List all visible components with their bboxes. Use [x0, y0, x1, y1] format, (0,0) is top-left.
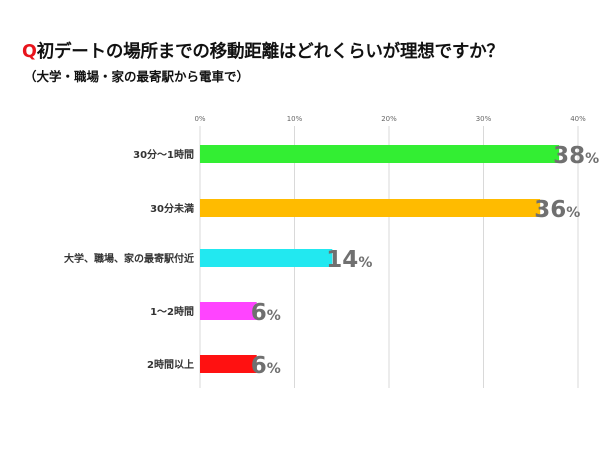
category-label: 30分～1時間: [133, 148, 194, 161]
x-tick-label: 40%: [570, 115, 586, 123]
data-label: 36%: [534, 197, 580, 223]
category-label: 2時間以上: [147, 358, 194, 371]
bar-2: [200, 249, 333, 267]
data-label: 38%: [553, 143, 599, 169]
chart-title: Q初デートの場所までの移動距離はどれくらいが理想ですか？: [22, 38, 504, 63]
bar-1: [200, 199, 541, 217]
x-tick-label: 20%: [381, 115, 397, 123]
chart-subtitle: （大学・職場・家の最寄駅から電車で）: [24, 69, 250, 84]
x-tick-label: 30%: [476, 115, 492, 123]
data-label: 6%: [251, 300, 281, 326]
data-label: 14%: [326, 247, 372, 273]
bar-4: [200, 355, 257, 373]
bar-3: [200, 302, 257, 320]
data-label: 6%: [251, 353, 281, 379]
x-tick-label: 10%: [287, 115, 303, 123]
title-text: 初デートの場所までの移動距離はどれくらいが理想ですか？: [36, 42, 504, 62]
bar-0: [200, 145, 560, 163]
title-q-mark: Q: [22, 42, 37, 62]
x-tick-label: 0%: [194, 115, 205, 123]
category-label: 1～2時間: [150, 305, 194, 318]
category-label: 大学、職場、家の最寄駅付近: [64, 252, 194, 265]
category-label: 30分未満: [150, 202, 194, 215]
